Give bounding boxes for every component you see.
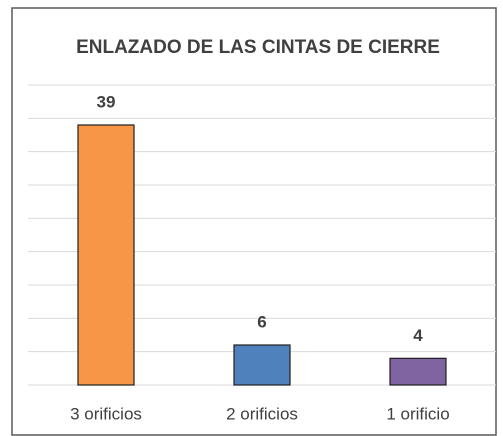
x-tick-label: 2 orificios xyxy=(226,404,298,423)
data-label: 6 xyxy=(257,312,266,331)
x-tick-label: 3 orificios xyxy=(70,404,142,423)
bar xyxy=(389,357,447,386)
bar xyxy=(77,124,135,386)
bar xyxy=(233,344,291,386)
data-label: 39 xyxy=(97,92,116,111)
chart-title: ENLAZADO DE LAS CINTAS DE CIERRE xyxy=(76,37,440,58)
data-label: 4 xyxy=(413,326,423,345)
x-tick-label: 1 orificio xyxy=(386,404,449,423)
